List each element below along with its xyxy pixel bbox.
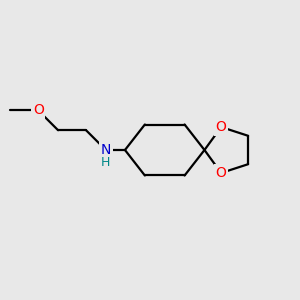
Text: O: O [216,166,226,180]
Text: O: O [216,120,226,134]
Text: N: N [100,143,111,157]
Text: O: O [33,103,44,117]
Text: H: H [101,156,110,169]
